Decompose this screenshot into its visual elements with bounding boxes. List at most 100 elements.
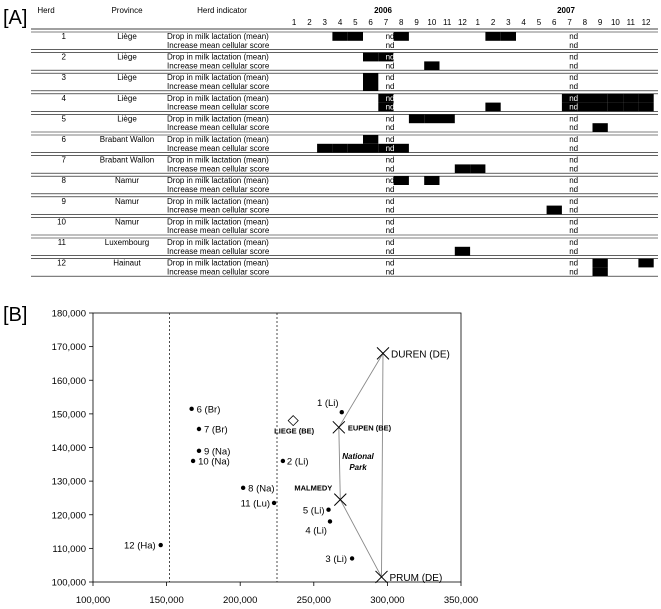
x-tick-label: 100,000 — [76, 595, 110, 606]
alarm-cell-increase — [623, 102, 639, 112]
indicator-drop-label: Drop in milk lactation (mean) — [167, 73, 269, 82]
nd-label-2007: nd — [569, 217, 578, 226]
herd-point-label: 9 (Na) — [204, 446, 230, 457]
nd-label-2006: nd — [386, 238, 395, 247]
herd-point — [196, 448, 202, 454]
y-tick-label: 100,000 — [52, 578, 86, 589]
alarm-cell-increase — [561, 102, 578, 112]
month-label: 4 — [521, 18, 526, 27]
nd-label-2006: nd — [386, 73, 395, 82]
nd-label-2006: nd — [386, 32, 395, 41]
month-label: 7 — [384, 18, 389, 27]
province-name: Liège — [117, 94, 137, 103]
herd-point — [158, 542, 163, 548]
province-name: Liège — [117, 73, 137, 82]
alarm-cell-drop — [393, 176, 409, 185]
month-label: 2 — [307, 18, 312, 27]
nd-label-2007: nd — [569, 164, 578, 173]
month-label: 7 — [567, 18, 572, 27]
alarm-cell-increase — [454, 164, 471, 174]
month-label: 1 — [292, 18, 297, 27]
herd-row: 10 Namur Drop in milk lactation (mean)Incr… — [31, 217, 658, 236]
nd-label-2007: nd — [569, 144, 578, 153]
panel-a-label: [A] — [3, 7, 27, 29]
nd-label-2006: nd — [386, 94, 395, 103]
herd-row: 9 Namur Drop in milk lactation (mean)Incre… — [31, 196, 658, 215]
alarm-cell-increase — [485, 102, 501, 112]
indicator-increase-label: Increase mean cellular score — [167, 123, 270, 132]
month-label: 2 — [491, 18, 496, 27]
alarm-cell-increase — [378, 143, 394, 153]
herd-point-label: 1 (Li) — [317, 398, 339, 409]
indicator-increase-label: Increase mean cellular score — [167, 267, 270, 276]
herd-point-label: 12 (Ha) — [124, 541, 156, 552]
nd-label-2006: nd — [386, 103, 395, 112]
alarm-cell-increase — [363, 143, 379, 153]
alarm-cell-drop — [592, 258, 608, 268]
nd-label-2006: nd — [386, 164, 395, 173]
place-label: MALMEDY — [294, 484, 332, 493]
province-name: Liège — [117, 53, 137, 62]
alarm-cell-increase — [592, 123, 608, 132]
alarm-cell-drop — [577, 93, 593, 103]
herd-point — [189, 406, 194, 412]
herd-row: 1 Liège Drop in milk lactation (mean)Incre… — [31, 31, 658, 50]
herd-point-label: 11 (Lu) — [241, 498, 270, 509]
year-2007: 2007 — [557, 6, 575, 15]
indicator-increase-label: Increase mean cellular score — [167, 41, 270, 50]
province-name: Namur — [115, 197, 139, 206]
alarm-cell-drop — [607, 93, 624, 103]
indicator-drop-label: Drop in milk lactation (mean) — [167, 114, 269, 123]
header-indicator: Herd indicator — [197, 6, 247, 15]
indicator-drop-label: Drop in milk lactation (mean) — [167, 217, 269, 226]
y-tick-label: 120,000 — [52, 510, 86, 521]
month-label: 3 — [323, 18, 328, 27]
y-tick-label: 140,000 — [52, 443, 86, 454]
nd-label-2007: nd — [569, 135, 578, 144]
nd-label-2006: nd — [386, 197, 395, 206]
place-label: PRUM (DE) — [390, 573, 443, 584]
alarm-cell-increase — [607, 102, 624, 112]
alarm-cell-drop — [439, 114, 455, 124]
alarm-cell-increase — [393, 143, 409, 153]
nd-label-2007: nd — [569, 94, 578, 103]
alarm-cell-drop — [500, 32, 516, 41]
province-name: Liège — [117, 32, 137, 41]
month-label: 9 — [414, 18, 419, 27]
herd-row: 6 Brabant Wallon Drop in milk lactation (m… — [31, 134, 658, 153]
nd-label-2007: nd — [569, 61, 578, 70]
indicator-drop-label: Drop in milk lactation (mean) — [167, 197, 269, 206]
nd-label-2006: nd — [386, 114, 395, 123]
month-label: 8 — [399, 18, 404, 27]
nd-label-2006: nd — [386, 123, 395, 132]
alarm-cell-drop — [623, 93, 639, 103]
nd-label-2007: nd — [569, 206, 578, 215]
panel-b-label: [B] — [3, 304, 27, 326]
indicator-increase-label: Increase mean cellular score — [167, 206, 270, 215]
alarm-cell-drop — [424, 176, 440, 185]
herd-number: 2 — [62, 53, 67, 62]
year-2006: 2006 — [374, 6, 392, 15]
province-name: Namur — [115, 217, 139, 226]
nd-label-2007: nd — [569, 103, 578, 112]
indicator-increase-label: Increase mean cellular score — [167, 164, 270, 173]
nd-label-2007: nd — [569, 82, 578, 91]
place-label: EUPEN (BE) — [348, 423, 392, 432]
indicator-increase-label: Increase mean cellular score — [167, 247, 270, 256]
herd-point — [280, 458, 286, 464]
province-name: Brabant Wallon — [100, 135, 154, 144]
place-cross-marker — [332, 420, 346, 434]
alarm-cell-drop — [485, 32, 501, 41]
y-tick-label: 150,000 — [52, 409, 86, 420]
indicator-drop-label: Drop in milk lactation (mean) — [167, 94, 269, 103]
alarm-cell-drop — [424, 114, 440, 124]
nd-label-2007: nd — [569, 185, 578, 194]
alarm-cell-increase — [577, 102, 593, 112]
month-label: 10 — [611, 18, 620, 27]
indicator-drop-label: Drop in milk lactation (mean) — [167, 156, 269, 165]
nd-label-2007: nd — [569, 123, 578, 132]
alarm-cell-increase — [424, 61, 440, 71]
month-label: 6 — [368, 18, 373, 27]
herd-row: 4 Liège Drop in milk lactation (mean)Incre… — [31, 93, 658, 112]
